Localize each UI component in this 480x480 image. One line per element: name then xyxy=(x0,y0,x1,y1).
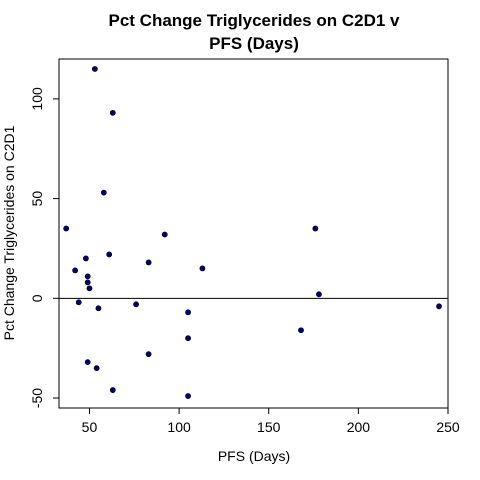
data-point xyxy=(84,279,91,286)
data-point xyxy=(145,259,152,266)
data-point xyxy=(436,303,442,310)
data-point xyxy=(93,365,100,372)
y-tick-label: 50 xyxy=(29,191,45,207)
data-point xyxy=(100,189,107,196)
data-point xyxy=(145,351,152,358)
data-point xyxy=(75,299,82,306)
data-point xyxy=(95,305,102,312)
x-tick-label: 100 xyxy=(167,419,191,435)
data-point xyxy=(185,309,191,316)
data-point xyxy=(84,359,91,366)
data-point xyxy=(185,393,191,399)
data-point xyxy=(109,387,116,393)
plot-frame xyxy=(58,58,449,409)
chart-title-line-1: Pct Change Triglycerides on C2D1 v xyxy=(109,11,401,30)
data-point xyxy=(106,251,113,258)
data-point xyxy=(109,109,116,116)
chart-title-line-2: PFS (Days) xyxy=(209,34,299,53)
data-points xyxy=(63,66,442,399)
data-point xyxy=(86,285,93,292)
y-axis: -50 0 50 100 xyxy=(29,87,59,408)
data-point xyxy=(133,301,139,308)
data-point xyxy=(161,231,168,238)
data-point xyxy=(312,225,319,232)
data-point xyxy=(199,265,206,272)
data-point xyxy=(63,225,70,232)
y-tick-label: -50 xyxy=(29,388,45,408)
y-tick-label: 100 xyxy=(29,87,45,111)
y-axis-label: Pct Change Triglycerides on C2D1 xyxy=(1,125,17,340)
data-point xyxy=(72,267,79,274)
data-point xyxy=(316,291,322,298)
x-tick-label: 150 xyxy=(257,419,281,435)
data-point xyxy=(185,335,191,342)
x-axis: 50 100 150 200 250 xyxy=(82,408,460,435)
x-tick-label: 200 xyxy=(347,419,371,435)
data-point xyxy=(82,255,89,262)
data-point xyxy=(298,327,304,334)
x-axis-label: PFS (Days) xyxy=(218,448,290,464)
y-tick-label: 0 xyxy=(29,294,45,302)
data-point xyxy=(91,66,98,72)
x-tick-label: 250 xyxy=(436,419,460,435)
data-point xyxy=(84,273,91,280)
x-tick-label: 50 xyxy=(82,419,98,435)
